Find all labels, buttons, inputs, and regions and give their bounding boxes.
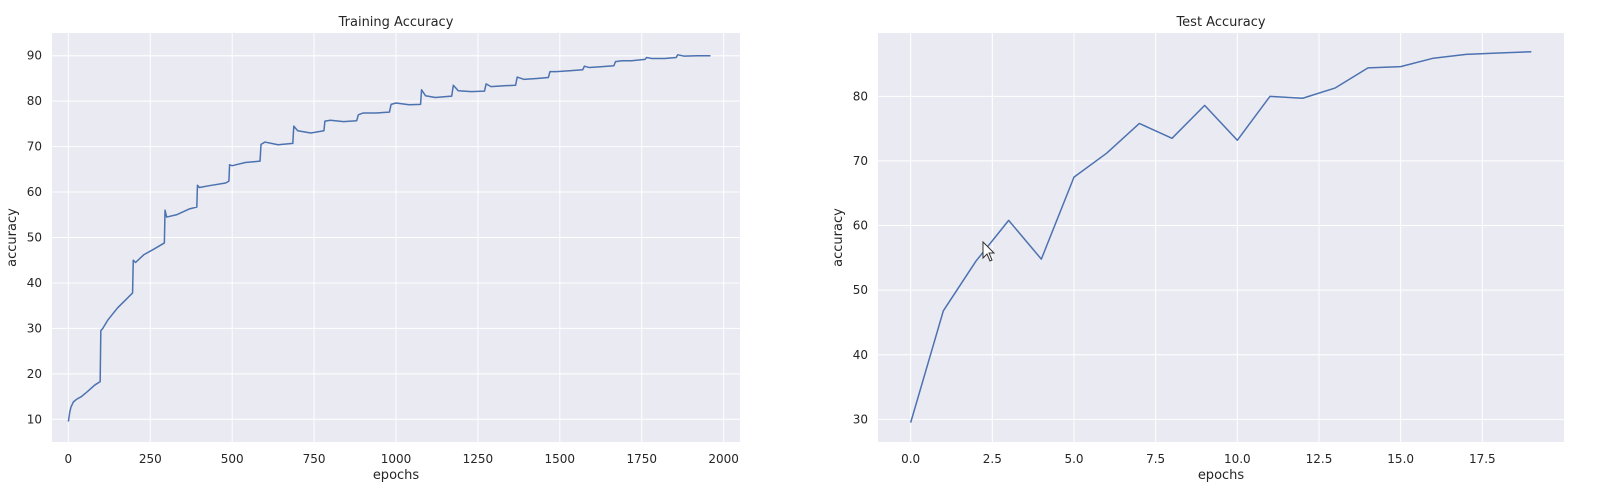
y-tick-label: 50	[853, 283, 868, 297]
x-tick-label: 12.5	[1306, 452, 1333, 466]
x-tick-label: 750	[303, 452, 326, 466]
y-tick-label: 40	[27, 276, 42, 290]
y-tick-label: 40	[853, 348, 868, 362]
chart-panel-training: 0 250 500 750 1000 1250 1500 1750 2000 10 20 30 40 50…	[5, 15, 740, 483]
mouse-pointer-icon	[982, 240, 996, 262]
y-tick-label: 30	[27, 321, 42, 335]
y-tick-label: 90	[27, 49, 42, 63]
chart-title: Test Accuracy	[1175, 15, 1265, 30]
x-tick-label: 2000	[708, 452, 739, 466]
x-tick-label: 250	[139, 452, 162, 466]
series-line	[909, 50, 1532, 423]
x-tick-label: 0	[65, 452, 73, 466]
x-tick-label: 0.0	[901, 452, 920, 466]
y-tick-label: 80	[27, 94, 42, 108]
chart-panel-test: 0.0 2.5 5.0 7.5 10.0 12.5 15.0 17.5 30 40 50 60 70 80…	[831, 15, 1564, 483]
y-tick-label: 30	[853, 412, 868, 426]
plot-area	[878, 33, 1564, 442]
y-tick-label: 60	[853, 219, 868, 233]
y-tick-label: 70	[853, 154, 868, 168]
y-axis-label: accuracy	[831, 208, 846, 267]
y-tick-label: 10	[27, 412, 42, 426]
chart-title: Training Accuracy	[338, 15, 454, 30]
x-tick-label: 1750	[626, 452, 657, 466]
y-tick-label: 80	[853, 89, 868, 103]
x-tick-label: 1250	[463, 452, 494, 466]
x-tick-label: 7.5	[1146, 452, 1165, 466]
x-tick-label: 10.0	[1224, 452, 1251, 466]
x-axis-label: epochs	[1198, 468, 1245, 483]
series-line	[67, 54, 711, 422]
y-tick-label: 20	[27, 367, 42, 381]
x-tick-label: 500	[221, 452, 244, 466]
y-axis-label: accuracy	[5, 208, 20, 267]
x-tick-label: 5.0	[1064, 452, 1083, 466]
x-tick-label: 2.5	[983, 452, 1002, 466]
x-tick-label: 15.0	[1387, 452, 1414, 466]
y-tick-label: 70	[27, 140, 42, 154]
y-tick-label: 60	[27, 185, 42, 199]
x-tick-label: 1000	[381, 452, 412, 466]
x-tick-label: 1500	[545, 452, 576, 466]
x-axis-label: epochs	[373, 468, 420, 483]
x-tick-label: 17.5	[1469, 452, 1496, 466]
y-tick-label: 50	[27, 231, 42, 245]
